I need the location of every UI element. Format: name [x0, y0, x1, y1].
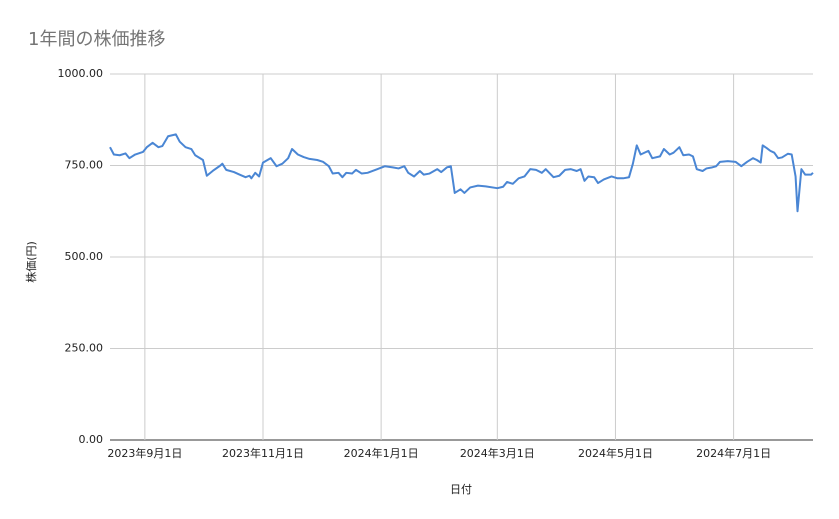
x-tick-label: 2024年1月1日: [344, 446, 419, 460]
x-tick-label: 2023年11月1日: [222, 446, 304, 460]
y-tick-label: 750.00: [65, 159, 104, 172]
y-axis-label: 株価(円): [24, 241, 38, 283]
y-tick-label: 0.00: [79, 433, 104, 446]
y-tick-label: 250.00: [65, 342, 104, 355]
y-tick-label: 1000.00: [58, 67, 104, 80]
y-tick-label: 500.00: [65, 250, 104, 263]
x-tick-label: 2024年5月1日: [578, 446, 653, 460]
chart-title: 1年間の株価推移: [28, 29, 165, 50]
x-tick-label: 2023年9月1日: [107, 446, 182, 460]
x-tick-label: 2024年7月1日: [696, 446, 771, 460]
line-series: [109, 133, 814, 213]
x-axis-label: 日付: [450, 483, 472, 496]
x-tick-label: 2024年3月1日: [460, 446, 535, 460]
